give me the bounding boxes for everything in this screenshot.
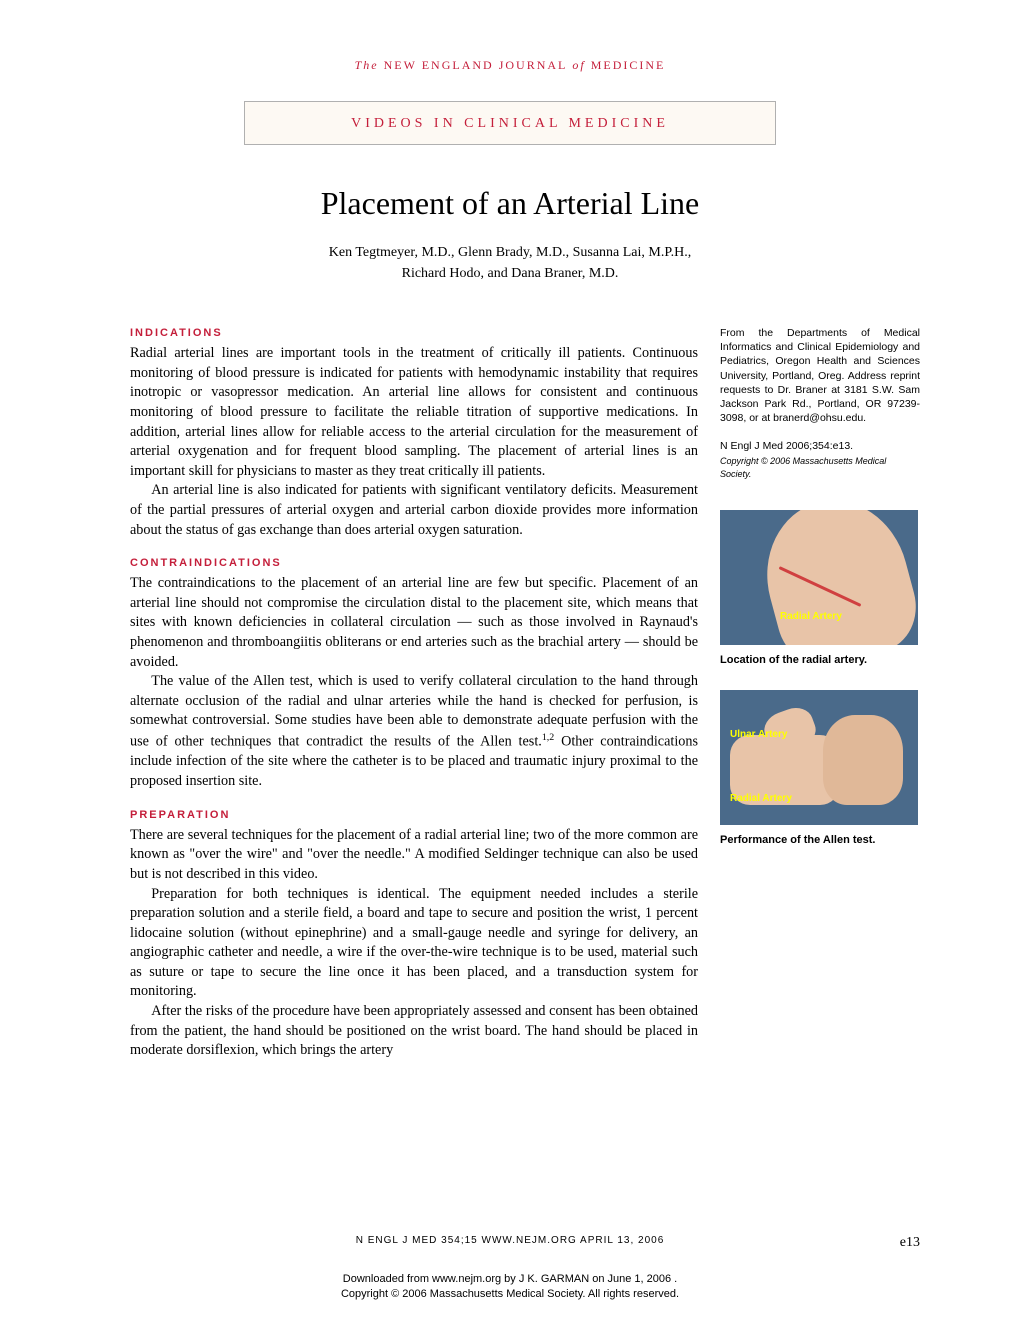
sidebar-column: From the Departments of Medical Informat…: [720, 326, 920, 1061]
author-affiliation: From the Departments of Medical Informat…: [720, 326, 920, 425]
heading-preparation: PREPARATION: [130, 808, 698, 823]
fist-illustration: [823, 715, 903, 805]
authors-line-1: Ken Tegtmeyer, M.D., Glenn Brady, M.D., …: [0, 242, 1020, 263]
contraindications-p2: The value of the Allen test, which is us…: [130, 672, 698, 791]
citation: N Engl J Med 2006;354:e13.: [720, 439, 920, 453]
footer-citation-line: N ENGL J MED 354;15 WWW.NEJM.ORG APRIL 1…: [356, 1235, 665, 1246]
figure1-label: Radial Artery: [780, 610, 842, 624]
article-title: Placement of an Arterial Line: [0, 185, 1020, 222]
indications-p2: An arterial line is also indicated for p…: [130, 481, 698, 540]
heading-contraindications: CONTRAINDICATIONS: [130, 556, 698, 571]
indications-p1: Radial arterial lines are important tool…: [130, 344, 698, 481]
hand-illustration: [750, 510, 918, 645]
section-category-box: VIDEOS IN CLINICAL MEDICINE: [244, 101, 776, 145]
journal-header: The NEW ENGLAND JOURNAL of MEDICINE: [0, 58, 1020, 73]
download-notice: Downloaded from www.nejm.org by J K. GAR…: [0, 1272, 1020, 1302]
journal-suffix: MEDICINE: [591, 58, 666, 72]
copyright-line: Copyright © 2006 Massachusetts Medical S…: [720, 455, 920, 479]
content-columns: INDICATIONS Radial arterial lines are im…: [0, 326, 1020, 1061]
reference-marker: 1,2: [542, 732, 554, 743]
authors-block: Ken Tegtmeyer, M.D., Glenn Brady, M.D., …: [0, 242, 1020, 284]
page: The NEW ENGLAND JOURNAL of MEDICINE VIDE…: [0, 0, 1020, 1320]
figure2-caption: Performance of the Allen test.: [720, 833, 920, 848]
figure-allen-test: Ulnar Artery Radial Artery: [720, 690, 918, 825]
figure2-label-radial: Radial Artery: [730, 792, 792, 806]
download-line-2: Copyright © 2006 Massachusetts Medical S…: [0, 1287, 1020, 1302]
journal-prefix: The: [355, 58, 379, 72]
download-line-1: Downloaded from www.nejm.org by J K. GAR…: [0, 1272, 1020, 1287]
section-category-label: VIDEOS IN CLINICAL MEDICINE: [351, 116, 669, 131]
preparation-p3: After the risks of the procedure have be…: [130, 1002, 698, 1061]
main-column: INDICATIONS Radial arterial lines are im…: [130, 326, 698, 1061]
preparation-p1: There are several techniques for the pla…: [130, 826, 698, 885]
heading-indications: INDICATIONS: [130, 326, 698, 341]
contraindications-p1: The contraindications to the placement o…: [130, 574, 698, 672]
page-footer: N ENGL J MED 354;15 WWW.NEJM.ORG APRIL 1…: [0, 1235, 1020, 1246]
authors-line-2: Richard Hodo, and Dana Braner, M.D.: [0, 263, 1020, 284]
journal-name: NEW ENGLAND JOURNAL: [384, 58, 568, 72]
preparation-p2: Preparation for both techniques is ident…: [130, 885, 698, 1003]
figure2-label-ulnar: Ulnar Artery: [730, 728, 787, 742]
journal-of: of: [572, 58, 585, 72]
figure1-caption: Location of the radial artery.: [720, 653, 920, 668]
page-number: e13: [900, 1235, 920, 1251]
figure-radial-artery: Radial Artery: [720, 510, 918, 645]
